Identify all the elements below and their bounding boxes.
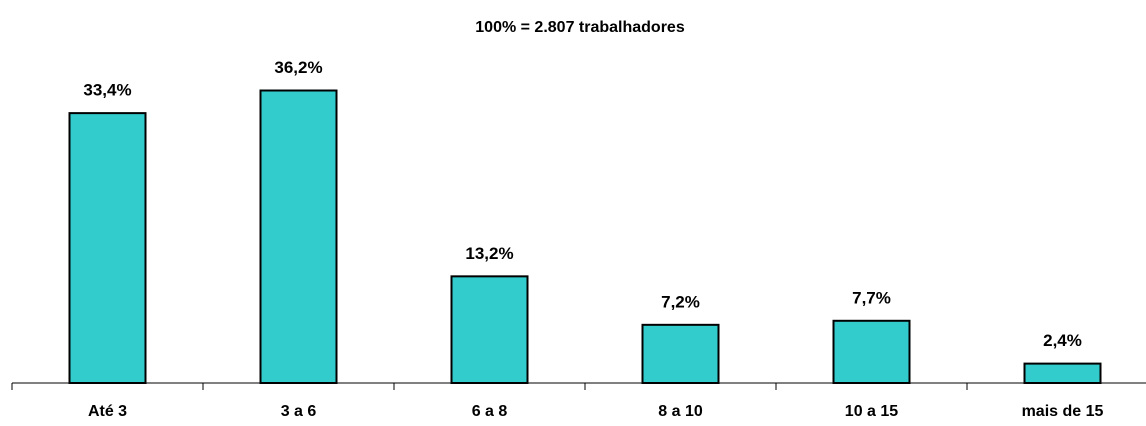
bar [259,89,338,384]
x-tick-label: 10 a 15 [845,403,898,420]
x-tick-label: 6 a 8 [472,403,508,420]
data-label: 13,2% [465,244,513,263]
x-tick-label: 3 a 6 [281,403,317,420]
x-tick-label: 8 a 10 [658,403,703,420]
bar [832,319,911,384]
x-tick-label: Até 3 [88,403,127,420]
bar [68,112,147,385]
bar [1023,362,1102,385]
chart-title: 100% = 2.807 trabalhadores [475,19,685,36]
bar [450,275,529,384]
data-label: 2,4% [1043,331,1082,350]
data-label: 36,2% [274,58,322,77]
data-label: 7,2% [661,292,700,311]
bar [641,323,720,385]
x-tick-label: mais de 15 [1022,403,1104,420]
data-label: 33,4% [83,81,131,100]
data-label: 7,7% [852,288,891,307]
